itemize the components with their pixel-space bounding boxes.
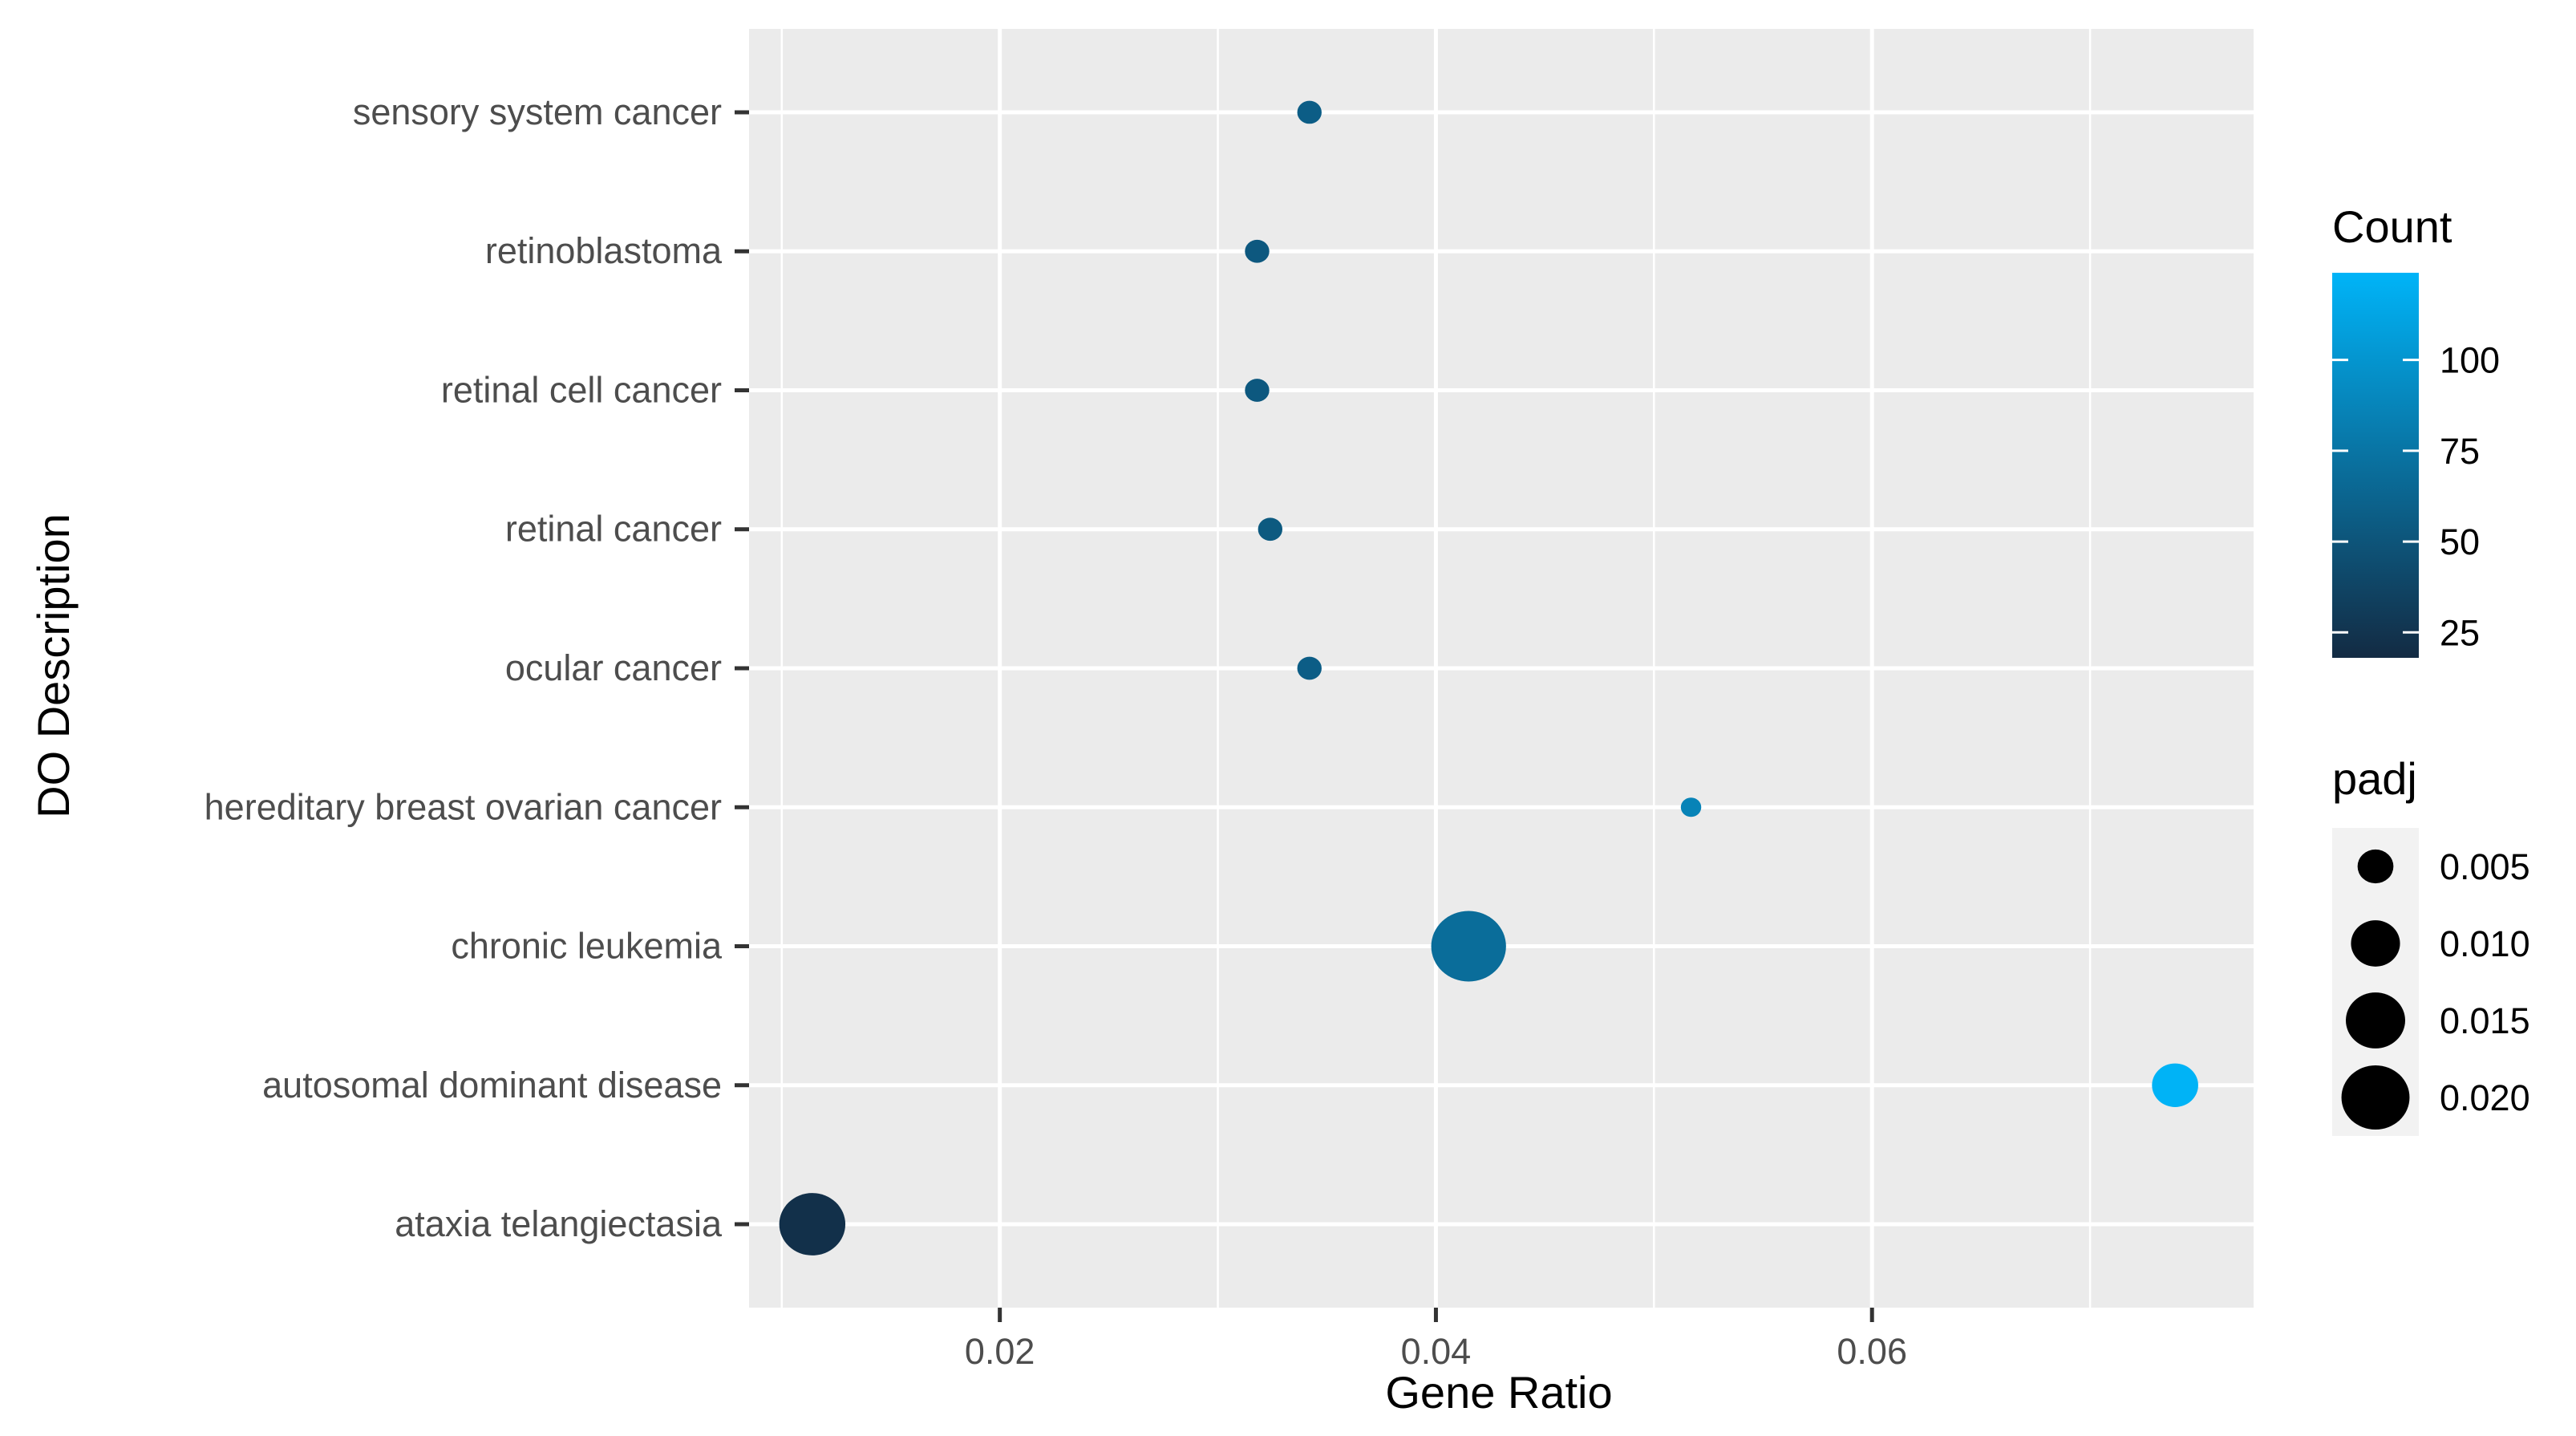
size-key-dot bbox=[2346, 992, 2405, 1049]
size-key-dot bbox=[2357, 849, 2394, 884]
size-key-label: 0.015 bbox=[2440, 1000, 2530, 1041]
count-legend-title: Count bbox=[2332, 201, 2452, 252]
count-color-legend: Count 25 50 75 100 bbox=[2332, 201, 2500, 658]
count-colorbar-ticks: 25 50 75 100 bbox=[2332, 340, 2500, 653]
x-tick-label: 0.02 bbox=[965, 1331, 1035, 1372]
colorbar-tick-label: 50 bbox=[2440, 521, 2480, 562]
y-axis-title: DO Description bbox=[28, 513, 79, 818]
count-colorbar bbox=[2332, 273, 2419, 658]
data-point bbox=[779, 1193, 846, 1255]
colorbar-tick-label: 100 bbox=[2440, 340, 2500, 381]
data-point bbox=[2152, 1063, 2198, 1107]
padj-legend-title: padj bbox=[2332, 753, 2417, 804]
data-point bbox=[1680, 797, 1702, 817]
data-point bbox=[1245, 379, 1270, 402]
size-key-label: 0.005 bbox=[2440, 846, 2530, 887]
padj-size-legend: padj 0.005 0.010 0.015 0.020 bbox=[2332, 753, 2530, 1136]
data-point bbox=[1297, 100, 1322, 124]
size-key-label: 0.020 bbox=[2440, 1077, 2530, 1118]
data-points bbox=[779, 100, 2198, 1255]
y-tick-label: autosomal dominant disease bbox=[262, 1065, 722, 1105]
y-tick-label: retinal cell cancer bbox=[441, 369, 722, 410]
x-axis-ticks: 0.02 0.04 0.06 bbox=[965, 1308, 1907, 1372]
y-tick-label: retinal cancer bbox=[505, 509, 722, 550]
y-tick-label: ocular cancer bbox=[505, 647, 722, 688]
data-point bbox=[1258, 517, 1283, 542]
colorbar-tick-label: 75 bbox=[2440, 431, 2480, 472]
x-tick-label: 0.04 bbox=[1401, 1331, 1472, 1372]
y-tick-label: chronic leukemia bbox=[451, 926, 723, 967]
data-point bbox=[1297, 656, 1322, 680]
size-key-label: 0.010 bbox=[2440, 923, 2530, 964]
data-point bbox=[1431, 911, 1506, 982]
size-key-dot bbox=[2351, 920, 2400, 967]
y-tick-label: ataxia telangiectasia bbox=[395, 1203, 723, 1244]
y-tick-label: hereditary breast ovarian cancer bbox=[205, 786, 722, 827]
data-point bbox=[1245, 239, 1270, 263]
x-axis-title: Gene Ratio bbox=[1385, 1367, 1612, 1418]
y-tick-label: retinoblastoma bbox=[485, 230, 723, 271]
x-tick-label: 0.06 bbox=[1837, 1331, 1907, 1372]
padj-size-keys: 0.005 0.010 0.015 0.020 bbox=[2332, 828, 2530, 1136]
y-tick-label: sensory system cancer bbox=[353, 91, 722, 132]
y-axis-ticks: ataxia telangiectasia autosomal dominant … bbox=[205, 91, 749, 1244]
colorbar-tick-label: 25 bbox=[2440, 612, 2480, 653]
size-key-dot bbox=[2341, 1065, 2410, 1130]
